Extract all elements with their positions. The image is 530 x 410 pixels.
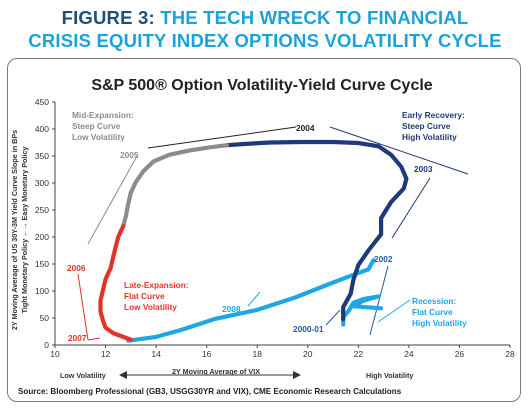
x-tick-label: 18 [252, 349, 262, 359]
chart-title: S&P 500® Option Volatility-Yield Curve C… [91, 77, 432, 94]
annotation-recession: Recession: Flat Curve High Volatility [412, 296, 467, 328]
leader-2000-01 [325, 309, 341, 326]
y-tick-label: 200 [35, 232, 49, 242]
ann-mid-expansion-3: Low Volatility [72, 132, 125, 142]
source-note: Source: Bloomberg Professional (GB3, USG… [18, 387, 402, 396]
leader-2006 [77, 273, 89, 341]
ann-recession-3: High Volatility [412, 318, 467, 328]
axes [54, 102, 510, 346]
annotation-mid-expansion: Mid-Expansion: Steep Curve Low Volatilit… [72, 110, 134, 142]
ann-late-expansion-1: Late-Expansion: [124, 280, 189, 290]
x-tick-label: 12 [101, 349, 111, 359]
ann-early-recovery-1: Early Recovery: [402, 110, 465, 120]
ann-mid-expansion-1: Mid-Expansion: [72, 110, 134, 120]
year-label-2002: 2002 [374, 254, 393, 264]
series-lines [98, 139, 409, 343]
series-line-early_recovery-2 [224, 139, 409, 322]
year-label-2000-01: 2000-01 [293, 324, 324, 334]
x-tick-label: 10 [50, 349, 60, 359]
leader-recession [377, 299, 411, 323]
x-tick-label: 14 [151, 349, 161, 359]
year-label-2004: 2004 [296, 123, 315, 133]
year-label-2006: 2006 [67, 263, 86, 273]
ann-early-recovery-3: High Volatility [402, 132, 457, 142]
figure-label: FIGURE 3: [61, 7, 155, 28]
annotation-early-recovery: Early Recovery: Steep Curve High Volatil… [402, 110, 465, 142]
year-label-2003: 2003 [414, 164, 433, 174]
ann-recession-2: Flat Curve [412, 307, 453, 317]
ann-late-expansion-3: Low Volatility [124, 302, 177, 312]
x-tick-label: 20 [303, 349, 313, 359]
x-axis-left-label: Low Volatility [60, 371, 106, 380]
y-tick-label: 0 [44, 340, 49, 350]
figure-title-line2: CRISIS EQUITY INDEX OPTIONS VOLATILITY C… [28, 30, 502, 51]
tick-labels: 0 50 100 150 200 250 300 350 400 450 10 12 14 16 18 20 2… [35, 97, 515, 359]
leader-2002 [369, 265, 389, 336]
y-axis-label-1: 2Y Moving Average of US 30Y-3M Yield Cur… [10, 130, 19, 330]
year-label-2005: 2005 [120, 150, 139, 160]
figure-title-line1: THE TECH WRECK TO FINANCIAL [160, 7, 469, 28]
ann-mid-expansion-2: Steep Curve [72, 121, 121, 131]
figure-title: FIGURE 3: THE TECH WRECK TO FINANCIAL CR… [0, 6, 530, 52]
series-line-recession-1 [341, 294, 384, 327]
leader-2005 [87, 155, 138, 245]
leader-2004-right [329, 126, 469, 175]
y-tick-label: 300 [35, 178, 49, 188]
annotation-leaders [77, 126, 469, 341]
leader-2004-left [147, 126, 297, 149]
y-tick-label: 50 [40, 313, 50, 323]
y-tick-label: 400 [35, 124, 49, 134]
ann-early-recovery-2: Steep Curve [402, 121, 451, 131]
x-tick-label: 16 [202, 349, 212, 359]
leader-2007 [87, 337, 101, 341]
y-tick-label: 450 [35, 97, 49, 107]
series-line-late_expansion-4 [98, 224, 133, 342]
x-tick-label: 24 [404, 349, 414, 359]
year-label-2007: 2007 [68, 333, 87, 343]
x-tick-label: 28 [505, 349, 515, 359]
leader-2003 [391, 177, 431, 239]
year-label-2008: 2008 [222, 304, 241, 314]
x-tick-label: 26 [455, 349, 465, 359]
x-axis-right-label: High Volatility [366, 371, 413, 380]
series-line-recession-0 [126, 258, 376, 343]
y-tick-label: 100 [35, 286, 49, 296]
y-tick-label: 250 [35, 205, 49, 215]
x-tick-label: 22 [354, 349, 364, 359]
ann-recession-1: Recession: [412, 296, 456, 306]
y-tick-label: 350 [35, 151, 49, 161]
y-axis-label-2: Tight Monetary Policy ←→ Easy Monetary P… [20, 147, 29, 314]
y-tick-label: 150 [35, 259, 49, 269]
ann-late-expansion-2: Flat Curve [124, 291, 165, 301]
series-line-mid_expansion-3 [121, 143, 229, 229]
leader-2008 [247, 291, 261, 307]
annotation-late-expansion: Late-Expansion: Flat Curve Low Volatilit… [124, 280, 189, 312]
